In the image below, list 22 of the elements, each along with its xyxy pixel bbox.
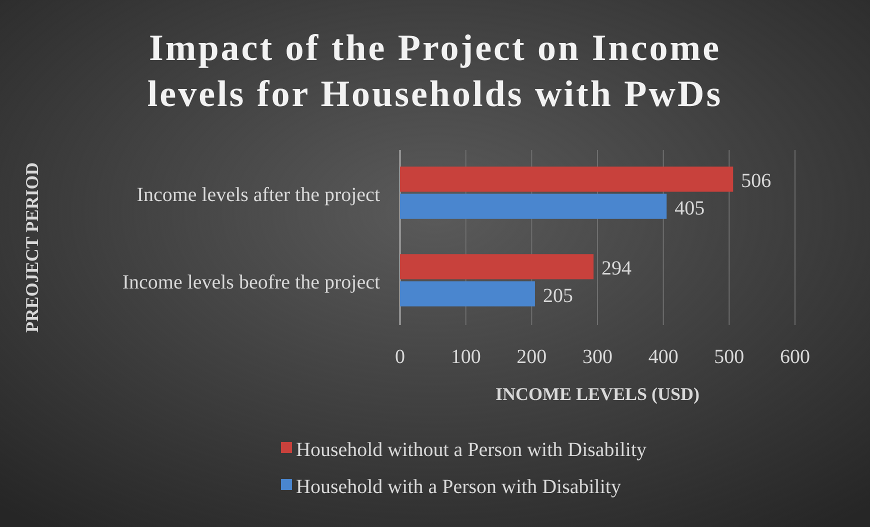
data-label: 205 [542,284,573,307]
x-tick-label: 400 [648,346,678,368]
bar [400,254,594,280]
x-tick-label: 600 [780,346,810,368]
x-tick-label: 100 [450,346,481,368]
legend-label: Household with a Person with Disability [296,476,621,498]
x-axis-title: INCOME LEVELS (USD) [495,384,700,404]
y-axis-title: PREOJECT PERIOD [22,162,42,333]
bar [400,166,734,192]
x-tick-label: 200 [516,346,547,368]
bar [400,194,667,219]
y-tick-label: Income levels beofre the project [122,271,380,294]
x-tick-label: 500 [714,346,744,368]
data-label: 405 [674,197,705,220]
y-tick-label: Income levels after the project [136,184,380,206]
data-label: 294 [602,258,632,280]
legend-label: Household without a Person with Disability [296,439,647,461]
bar [400,281,535,306]
chart-title: Impact of the Project on Income levels for Households with PwDs [147,28,723,115]
data-label: 506 [741,170,772,192]
x-tick-label: 300 [582,346,612,368]
x-tick-label: 0 [395,346,405,368]
